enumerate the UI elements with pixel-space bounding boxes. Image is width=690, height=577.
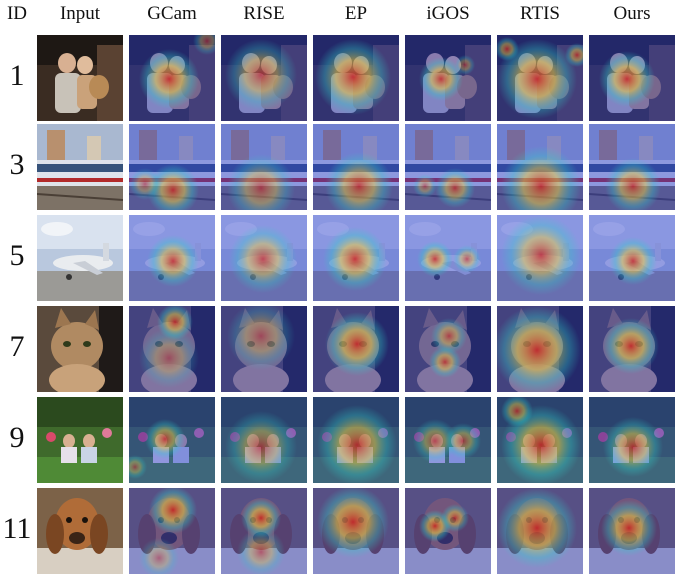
saliency-map-rise	[221, 35, 307, 121]
saliency-map-ep	[313, 397, 399, 483]
saliency-map-igos	[405, 215, 491, 301]
saliency-map-ours	[589, 124, 675, 210]
saliency-map-igos	[405, 306, 491, 392]
column-header-rtis: RTIS	[519, 3, 561, 24]
saliency-map-gcam	[129, 124, 215, 210]
column-header-ours: Ours	[613, 3, 651, 24]
row-id-label: 7	[9, 330, 25, 363]
saliency-map-ours	[589, 397, 675, 483]
saliency-map-igos	[405, 397, 491, 483]
saliency-map-ep	[313, 215, 399, 301]
saliency-map-gcam	[129, 488, 215, 574]
saliency-map-ep	[313, 306, 399, 392]
saliency-map-rtis	[497, 306, 583, 392]
saliency-map-rtis	[497, 124, 583, 210]
input-image	[37, 124, 123, 210]
saliency-map-ep	[313, 488, 399, 574]
column-header-id: ID	[6, 3, 28, 24]
column-header-gcam: GCam	[147, 3, 197, 24]
saliency-map-gcam	[129, 35, 215, 121]
saliency-map-ep	[313, 35, 399, 121]
input-image	[37, 215, 123, 301]
saliency-map-ours	[589, 215, 675, 301]
input-image	[37, 35, 123, 121]
row-id-label: 5	[9, 239, 25, 272]
saliency-map-gcam	[129, 397, 215, 483]
saliency-map-rtis	[497, 488, 583, 574]
saliency-map-gcam	[129, 215, 215, 301]
row-id-label: 11	[2, 512, 32, 545]
input-image	[37, 306, 123, 392]
saliency-map-rise	[221, 306, 307, 392]
column-header-rise: RISE	[243, 3, 285, 24]
saliency-map-ep	[313, 124, 399, 210]
saliency-map-rtis	[497, 397, 583, 483]
input-image	[37, 488, 123, 574]
saliency-map-igos	[405, 124, 491, 210]
saliency-map-igos	[405, 35, 491, 121]
saliency-map-rise	[221, 124, 307, 210]
row-id-label: 1	[9, 59, 25, 92]
row-id-label: 3	[9, 148, 25, 181]
saliency-map-igos	[405, 488, 491, 574]
saliency-map-gcam	[129, 306, 215, 392]
column-header-input: Input	[59, 3, 101, 24]
saliency-map-rise	[221, 215, 307, 301]
saliency-map-ours	[589, 306, 675, 392]
row-id-label: 9	[9, 421, 25, 454]
saliency-map-ours	[589, 35, 675, 121]
column-header-ep: EP	[344, 3, 368, 24]
input-image	[37, 397, 123, 483]
saliency-map-rise	[221, 488, 307, 574]
saliency-map-rtis	[497, 215, 583, 301]
column-header-igos: iGOS	[426, 3, 470, 24]
saliency-map-rtis	[497, 35, 583, 121]
saliency-map-rise	[221, 397, 307, 483]
saliency-map-ours	[589, 488, 675, 574]
